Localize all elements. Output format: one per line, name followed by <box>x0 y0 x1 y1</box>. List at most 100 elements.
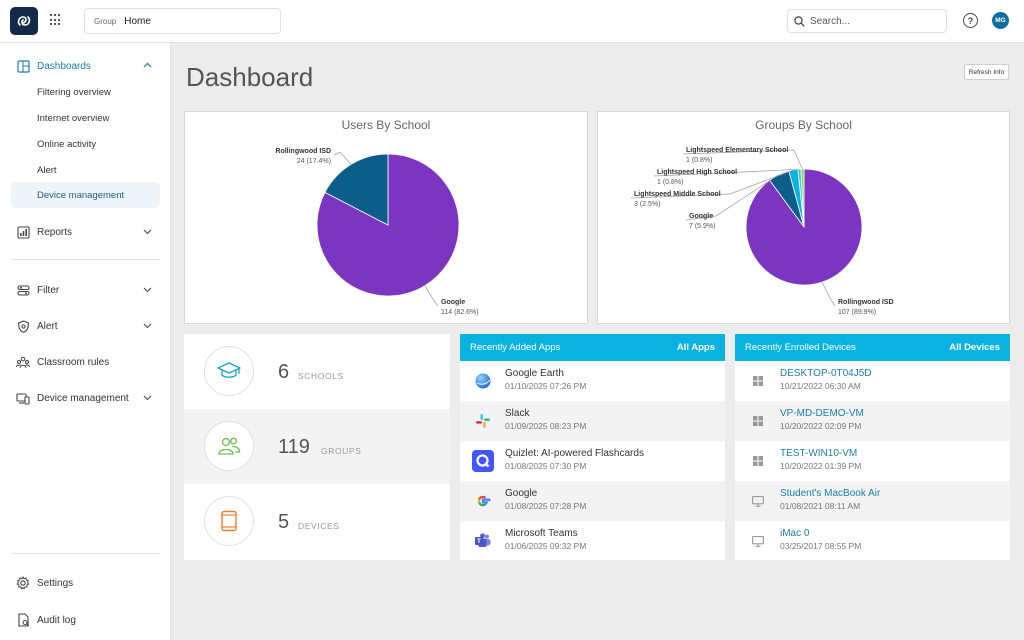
devices-icon <box>16 391 30 405</box>
pie-value-label: 107 (89.9%) <box>838 309 876 316</box>
app-logo[interactable] <box>10 7 38 35</box>
device-name-link[interactable]: TEST-WIN10-VM <box>780 448 858 459</box>
google-icon <box>472 490 494 512</box>
refresh-info-button[interactable]: Refresh Info <box>964 64 1009 80</box>
stat-groups[interactable]: 119 GROUPS <box>184 409 450 484</box>
summary-stats: 6 SCHOOLS 119 GROUPS 5 DEVICES <box>184 334 450 560</box>
chevron-up-icon <box>143 62 152 68</box>
windows-icon <box>747 370 769 392</box>
google-earth-icon <box>472 370 494 392</box>
monitor-icon <box>747 490 769 512</box>
avatar[interactable]: MG <box>992 12 1009 29</box>
sidebar-divider <box>11 553 160 554</box>
sidebar-item-alert[interactable]: Alert <box>11 313 160 339</box>
dashboard-icon <box>16 59 30 73</box>
device-date: 01/08/2021 08:11 AM <box>780 501 861 511</box>
sidebar-item-label: Filter <box>37 284 60 296</box>
sidebar-item-filter[interactable]: Filter <box>11 277 160 303</box>
sidebar-subitem-alert[interactable]: Alert <box>37 164 57 176</box>
users-icon <box>204 421 254 471</box>
chevron-down-icon <box>143 287 152 293</box>
sidebar-item-dashboards[interactable]: Dashboards <box>11 53 160 79</box>
search-input[interactable] <box>810 15 930 27</box>
device-name-link[interactable]: Student's MacBook Air <box>780 488 881 499</box>
app-launcher-icon[interactable] <box>50 14 62 26</box>
chevron-down-icon <box>143 323 152 329</box>
recent-apps-header: Recently Added Apps All Apps <box>460 334 725 361</box>
device-date: 10/20/2022 02:09 PM <box>780 421 862 431</box>
panel-title: Recently Added Apps <box>470 342 561 353</box>
list-item[interactable]: TEST-WIN10-VM 10/20/2022 01:39 PM <box>735 441 1010 481</box>
pie-leader-line <box>682 149 803 170</box>
sidebar-item-audit-log[interactable]: Audit log <box>11 607 160 633</box>
list-item[interactable]: T Microsoft Teams 01/06/2025 09:32 PM <box>460 521 725 561</box>
pie-label: Rollingwood ISD <box>275 148 331 155</box>
sidebar-subitem-online-activity[interactable]: Online activity <box>37 138 97 150</box>
pie-value-label: 114 (82.6%) <box>441 309 479 316</box>
device-date: 03/25/2017 08:55 PM <box>780 541 862 551</box>
page-title: Dashboard <box>186 62 314 92</box>
sidebar-item-reports[interactable]: Reports <box>11 219 160 245</box>
stat-schools[interactable]: 6 SCHOOLS <box>184 334 450 409</box>
list-item[interactable]: Google Earth 01/10/2025 07:26 PM <box>460 361 725 401</box>
app-name: Slack <box>505 408 530 419</box>
search-box[interactable] <box>787 9 947 33</box>
list-item[interactable]: DESKTOP-0T04J5D 10/21/2022 06:30 AM <box>735 361 1010 401</box>
pie-value-label: 24 (17.4%) <box>297 158 331 165</box>
tablet-icon <box>204 496 254 546</box>
windows-icon <box>747 450 769 472</box>
help-icon[interactable]: ? <box>963 13 978 28</box>
users-by-school-chart: Google 114 (82.6%) Rollingwood ISD 24 (17.4… <box>275 148 479 316</box>
list-item[interactable]: Student's MacBook Air 01/08/2021 08:11 A… <box>735 481 1010 521</box>
group-selector-value: Home <box>124 15 151 27</box>
windows-icon <box>747 410 769 432</box>
list-item[interactable]: VP-MD-DEMO-VM 10/20/2022 02:09 PM <box>735 401 1010 441</box>
list-item[interactable]: Slack 01/09/2025 08:23 PM <box>460 401 725 441</box>
all-devices-link[interactable]: All Devices <box>949 342 1000 353</box>
sidebar-item-label: Device management <box>37 392 129 404</box>
sidebar-subitem-device-management[interactable]: Device management <box>11 182 160 208</box>
pie-leader-line <box>630 169 794 199</box>
sidebar-item-label: Dashboards <box>37 60 91 72</box>
group-selector[interactable]: Group Home <box>84 8 281 34</box>
stat-label: DEVICES <box>298 521 340 531</box>
svg-text:T: T <box>477 538 481 545</box>
all-apps-link[interactable]: All Apps <box>676 342 715 353</box>
app-date: 01/08/2025 07:30 PM <box>505 461 587 471</box>
stat-label: SCHOOLS <box>298 371 344 381</box>
sidebar-item-label: Reports <box>37 226 73 238</box>
monitor-icon <box>747 530 769 552</box>
list-item[interactable]: Quizlet: AI-powered Flashcards 01/08/202… <box>460 441 725 481</box>
app-date: 01/10/2025 07:26 PM <box>505 381 587 391</box>
pie-label: Rollingwood ISD <box>838 299 894 306</box>
pie-leader-line <box>653 168 800 177</box>
sidebar-subitem-internet-overview[interactable]: Internet overview <box>37 112 110 124</box>
sidebar-item-settings[interactable]: Settings <box>11 570 160 596</box>
sidebar-item-device-management[interactable]: Device management <box>11 385 160 411</box>
sidebar-subitem-filtering-overview[interactable]: Filtering overview <box>37 86 111 98</box>
device-name-link[interactable]: VP-MD-DEMO-VM <box>780 408 864 419</box>
stat-label: GROUPS <box>321 446 362 456</box>
stat-devices[interactable]: 5 DEVICES <box>184 484 450 559</box>
gear-icon <box>16 576 30 590</box>
stat-value: 119 <box>278 436 310 458</box>
device-name-link[interactable]: iMac 0 <box>780 528 810 539</box>
list-item[interactable]: iMac 0 03/25/2017 08:55 PM <box>735 521 1010 561</box>
sidebar-item-classroom-rules[interactable]: Classroom rules <box>11 349 160 375</box>
quizlet-icon <box>472 450 494 472</box>
device-date: 10/21/2022 06:30 AM <box>780 381 861 391</box>
stat-value: 6 <box>278 361 290 383</box>
app-date: 01/08/2025 07:28 PM <box>505 501 587 511</box>
shield-icon <box>16 319 30 333</box>
pie-label: Lightspeed High School <box>657 169 737 176</box>
reports-icon <box>16 225 30 239</box>
sidebar-item-label: Alert <box>37 320 58 332</box>
logo-icon <box>17 16 31 26</box>
device-name-link[interactable]: DESKTOP-0T04J5D <box>780 368 872 379</box>
groups-by-school-panel: Groups By School Rollingwood ISD 107 (89.… <box>597 111 1010 324</box>
list-item[interactable]: Google 01/08/2025 07:28 PM <box>460 481 725 521</box>
sidebar-item-label: Settings <box>37 577 74 589</box>
pie-value-label: 1 (0.8%) <box>686 157 712 164</box>
app-name: Quizlet: AI-powered Flashcards <box>505 448 644 459</box>
stat-value: 5 <box>278 511 290 533</box>
